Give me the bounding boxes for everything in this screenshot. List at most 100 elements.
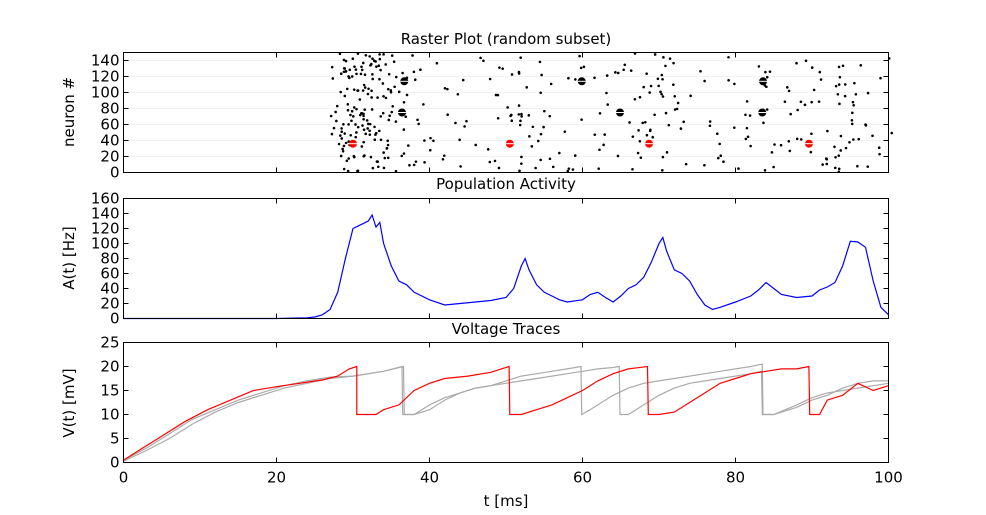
raster-spike-dot [838,75,842,79]
raster-spike-dot [645,133,649,137]
raster-spike-dot [363,154,366,157]
raster-spike-dot [498,66,501,69]
raster-spike-dot [821,163,824,166]
raster-spike-dot [764,70,767,74]
raster-spike-dot [818,70,822,74]
raster-ytick-label: 80 [100,100,119,118]
raster-spike-dot [770,151,774,154]
activity-ytick-label: 60 [100,265,119,283]
raster-spike-dot [339,90,343,94]
raster-spike-dot [593,133,597,136]
raster-spike-dot [384,63,388,66]
raster-spike-dot [598,112,602,115]
raster-spike-dot [331,77,335,80]
raster-spike-dot [834,84,838,88]
raster-spike-dot [551,165,555,169]
raster-spike-dot [377,64,381,68]
raster-spike-dot [812,88,816,92]
raster-spike-dot [347,123,350,126]
raster-spike-dot [352,106,356,109]
raster-spike-dot [368,133,372,136]
raster-spike-dot [664,111,668,115]
raster-spike-dot [659,90,662,94]
voltage-ytick-label: 10 [100,406,119,424]
raster-spike-dot [606,103,610,106]
voltage-ytick-label: 0 [110,454,120,472]
activity-ytick-label: 0 [110,310,120,328]
voltage-trace-line [123,363,889,461]
activity-ytick-label: 100 [91,235,120,253]
raster-spike-dot [633,97,637,101]
raster-spike-dot [381,111,385,115]
raster-spike-dot [366,92,370,96]
raster-spike-dot [509,114,512,118]
raster-spike-dot [520,115,523,118]
raster-spike-dot [833,166,837,170]
raster-spike-dot [779,143,783,147]
raster-spike-dot [837,83,841,86]
raster-spike-dot [676,101,680,105]
raster-spike-dot [765,75,769,79]
raster-spike-dot [371,166,375,170]
raster-spike-dot [864,124,868,127]
raster-spike-dot [329,114,333,118]
raster-spike-dot [727,55,730,59]
raster-spike-dot [354,68,358,71]
raster-spike-dot [417,122,420,126]
activity-title: Population Activity [436,175,576,193]
raster-spike-dot [348,68,352,72]
raster-spike-dot [364,132,367,136]
raster-spike-dot [384,96,388,100]
raster-spike-dot [342,70,346,74]
raster-spike-dot [672,61,675,65]
raster-spike-dot [501,67,504,70]
raster-spike-dot [890,131,894,135]
raster-spike-dot [809,150,813,154]
raster-spike-dot [404,115,408,119]
raster-spike-dot [465,119,468,123]
raster-spike-dot [520,162,523,165]
raster-spike-dot [672,83,675,87]
voltage-series-lines [123,363,889,462]
raster-spike-dot [345,87,349,91]
activity-ytick-label: 160 [91,190,120,208]
voltage-ylabel: V(t) [mV] [60,368,78,437]
raster-ytick-label: 40 [100,132,119,150]
raster-spike-dot [496,93,500,97]
raster-spike-dot [795,137,799,141]
raster-spike-dot [330,132,334,136]
raster-spike-dot [356,169,360,173]
raster-spike-dot [518,123,522,127]
raster-spike-dot [622,68,625,72]
raster-spike-dot [330,65,334,69]
raster-spike-dot [517,104,521,107]
raster-spike-dot [446,113,449,116]
raster-spike-dot [334,110,337,114]
raster-spike-dot [715,132,719,135]
raster-spike-dot [375,65,378,68]
raster-spike-dot [382,166,386,170]
raster-spike-dot [402,100,406,104]
voltage-xtick-label: 40 [420,469,439,487]
raster-spike-dot [660,92,663,96]
raster-spike-dot [373,138,377,142]
raster-spike-dot [531,125,535,129]
raster-spike-dot [350,119,353,123]
raster-spike-dot [360,68,364,72]
raster-spike-dot [636,151,640,155]
activity-ytick-label: 120 [91,220,120,238]
raster-spike-dot [877,146,881,149]
raster-spike-dot [525,86,529,89]
raster-spike-dot [346,108,350,112]
raster-spike-dot [342,144,346,148]
raster-spike-dot [371,77,375,81]
raster-spike-dot [623,63,627,67]
raster-spike-dot [789,112,792,116]
raster-spike-dot [856,164,859,168]
raster-spike-dot [656,77,660,81]
raster-spike-dot [727,78,730,82]
raster-spike-dot [737,167,740,170]
raster-spike-dot [362,140,365,144]
activity-frame [123,198,889,319]
activity-ytick-label: 80 [100,250,119,268]
